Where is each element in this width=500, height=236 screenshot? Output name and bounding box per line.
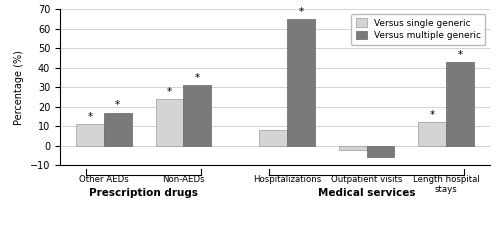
Legend: Versus single generic, Versus multiple generic: Versus single generic, Versus multiple g… (352, 14, 486, 45)
Text: *: * (167, 87, 172, 97)
Bar (366, 146, 394, 157)
Bar (446, 62, 474, 146)
Text: *: * (115, 100, 120, 110)
Text: Prescription drugs: Prescription drugs (89, 188, 198, 198)
Text: Medical services: Medical services (318, 188, 416, 198)
Text: *: * (458, 50, 462, 60)
Y-axis label: Percentage (%): Percentage (%) (14, 50, 24, 125)
Text: *: * (195, 73, 200, 83)
Text: *: * (298, 7, 304, 17)
Bar (156, 99, 184, 146)
Bar (184, 85, 212, 146)
Bar (338, 146, 366, 150)
Bar (418, 122, 446, 146)
Bar (287, 19, 315, 146)
Text: *: * (88, 112, 92, 122)
Bar (104, 113, 132, 146)
Bar (76, 124, 104, 146)
Text: *: * (430, 110, 435, 120)
Bar (259, 130, 287, 146)
